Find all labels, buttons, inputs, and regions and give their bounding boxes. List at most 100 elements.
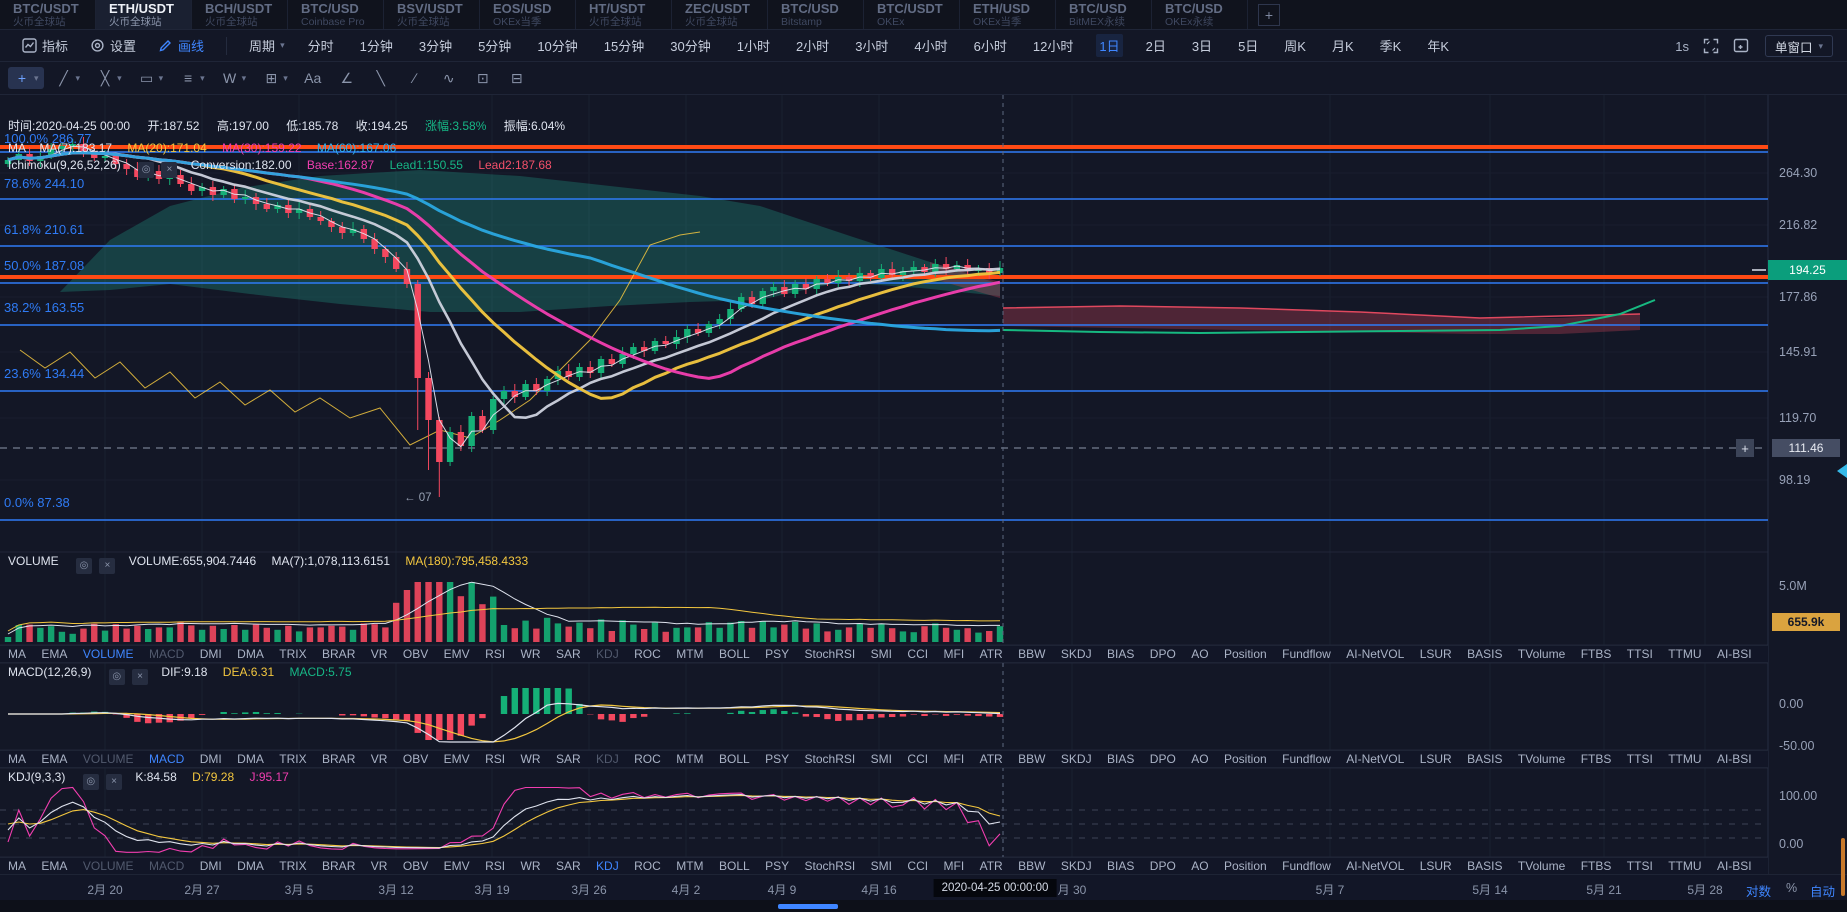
indicator-tab-psy[interactable]: PSY <box>765 859 790 873</box>
indicator-tab-roc[interactable]: ROC <box>634 752 661 766</box>
symbol-tab-btc-usd[interactable]: BTC/USD Coinbase Pro <box>288 0 384 29</box>
timeframe-10分钟[interactable]: 10分钟 <box>537 39 578 54</box>
indicator-tab-mtm[interactable]: MTM <box>676 859 704 873</box>
indicator-tab-ttmu[interactable]: TTMU <box>1668 859 1702 873</box>
settings-button[interactable]: 设置 <box>90 36 136 55</box>
indicator-tab-sar[interactable]: SAR <box>555 752 581 766</box>
indicator-tab-fundflow[interactable]: Fundflow <box>1282 859 1331 873</box>
indicator-tab-skdj[interactable]: SKDJ <box>1060 647 1092 661</box>
indicator-tab-rsi[interactable]: RSI <box>485 647 506 661</box>
indicator-tab-lsur[interactable]: LSUR <box>1419 647 1452 661</box>
indicator-tab-mtm[interactable]: MTM <box>676 647 704 661</box>
indicator-tab-wr[interactable]: WR <box>520 859 541 873</box>
indicator-tab-dpo[interactable]: DPO <box>1149 859 1176 873</box>
timeframe-3日[interactable]: 3日 <box>1191 39 1213 54</box>
indicator-tab-fundflow[interactable]: Fundflow <box>1282 647 1331 661</box>
indicator-tab-stochrsi[interactable]: StochRSI <box>804 859 856 873</box>
indicator-tab-stochrsi[interactable]: StochRSI <box>804 647 856 661</box>
percent-scale-toggle[interactable]: % <box>1786 881 1798 895</box>
indicator-tab-smi[interactable]: SMI <box>870 859 892 873</box>
timeframe-1小时[interactable]: 1小时 <box>736 39 770 54</box>
auto-scale-toggle[interactable]: 自动 <box>1810 885 1836 899</box>
indicator-tab-trix[interactable]: TRIX <box>279 752 307 766</box>
fib-grid-tool[interactable]: ⊞ ▾ <box>257 67 293 90</box>
indicator-tab-basis[interactable]: BASIS <box>1467 647 1503 661</box>
indicator-tab-ai-bsi[interactable]: AI-BSI <box>1716 647 1752 661</box>
symbol-tab-eth-usd[interactable]: ETH/USD OKEx当季 <box>960 0 1056 29</box>
indicator-tab-dma[interactable]: DMA <box>237 752 264 766</box>
indicator-tab-emv[interactable]: EMV <box>443 647 470 661</box>
indicator-button[interactable]: 指标 <box>22 36 68 55</box>
indicator-tab-tvolume[interactable]: TVolume <box>1517 647 1566 661</box>
indicator-tab-ema[interactable]: EMA <box>41 859 68 873</box>
indicator-tab-ai-bsi[interactable]: AI-BSI <box>1716 752 1752 766</box>
indicator-tab-macd[interactable]: MACD <box>148 752 185 766</box>
indicator-tab-ttmu[interactable]: TTMU <box>1668 752 1702 766</box>
timeframe-3分钟[interactable]: 3分钟 <box>418 39 453 54</box>
measure-tool[interactable]: ∠ <box>333 67 361 90</box>
indicator-tab-sar[interactable]: SAR <box>555 859 581 873</box>
indicator-tab-macd[interactable]: MACD <box>148 647 185 661</box>
crosshair-tool[interactable]: + ▾ <box>8 67 44 89</box>
symbol-tab-btc-usd[interactable]: BTC/USD Bitstamp <box>768 0 864 29</box>
symbol-tab-bsv-usdt[interactable]: BSV/USDT 火币全球站 <box>384 0 480 29</box>
indicator-tab-sar[interactable]: SAR <box>555 647 581 661</box>
indicator-tab-obv[interactable]: OBV <box>402 859 429 873</box>
indicator-tab-basis[interactable]: BASIS <box>1467 752 1503 766</box>
symbol-tab-eos-usd[interactable]: EOS/USD OKEx当季 <box>480 0 576 29</box>
indicator-tab-position[interactable]: Position <box>1224 647 1267 661</box>
macd-close-icon[interactable]: × <box>132 668 149 685</box>
indicator-tab-tvolume[interactable]: TVolume <box>1517 859 1566 873</box>
indicator-tab-mtm[interactable]: MTM <box>676 752 704 766</box>
indicator-tab-obv[interactable]: OBV <box>402 647 429 661</box>
indicator-tab-position[interactable]: Position <box>1224 752 1267 766</box>
trash-tool[interactable]: ⊟ <box>503 67 531 90</box>
indicator-tab-smi[interactable]: SMI <box>870 647 892 661</box>
multiline-tool[interactable]: ╳ ▾ <box>91 67 127 90</box>
timeframe-2日[interactable]: 2日 <box>1145 39 1166 54</box>
indicator-tab-volume[interactable]: VOLUME <box>82 859 134 873</box>
indicator-tab-bias[interactable]: BIAS <box>1107 752 1135 766</box>
symbol-tab-btc-usdt[interactable]: BTC/USDT 火币全球站 <box>0 0 96 29</box>
timeframe-2小时[interactable]: 2小时 <box>795 39 830 54</box>
indicator-tab-psy[interactable]: PSY <box>765 647 790 661</box>
indicator-tab-dmi[interactable]: DMI <box>199 859 222 873</box>
indicator-tab-boll[interactable]: BOLL <box>718 859 750 873</box>
timeframe-周K[interactable]: 周K <box>1284 39 1306 54</box>
indicator-tab-bbw[interactable]: BBW <box>1018 752 1046 766</box>
indicator-tab-bias[interactable]: BIAS <box>1107 859 1135 873</box>
indicator-tab-fundflow[interactable]: Fundflow <box>1282 752 1331 766</box>
symbol-tab-btc-usd[interactable]: BTC/USD BitMEX永续 <box>1056 0 1152 29</box>
indicator-tab-bbw[interactable]: BBW <box>1018 859 1046 873</box>
indicator-tab-ai-netvol[interactable]: AI-NetVOL <box>1346 752 1405 766</box>
indicator-tab-ttsi[interactable]: TTSI <box>1626 859 1653 873</box>
indicator-tab-dma[interactable]: DMA <box>237 647 264 661</box>
symbol-tab-btc-usd[interactable]: BTC/USD OKEx永续 <box>1152 0 1248 29</box>
indicator-tab-ttmu[interactable]: TTMU <box>1668 647 1702 661</box>
timeframe-6小时[interactable]: 6小时 <box>973 39 1007 54</box>
indicator-tab-volume[interactable]: VOLUME <box>82 647 134 661</box>
kdj-close-icon[interactable]: × <box>106 773 123 790</box>
indicator-tab-ema[interactable]: EMA <box>41 647 68 661</box>
indicator-tab-vr[interactable]: VR <box>370 752 388 766</box>
shape-tool[interactable]: ▭ ▾ <box>133 67 169 90</box>
timeframe-3小时[interactable]: 3小时 <box>855 39 889 54</box>
indicator-tab-cci[interactable]: CCI <box>907 647 929 661</box>
log-scale-toggle[interactable]: 对数 <box>1746 885 1772 899</box>
window-mode-button[interactable]: 单窗口 ▾ <box>1764 35 1833 57</box>
time-axis[interactable]: 2月 20 2月 27 3月 5 3月 12 3月 19 3月 26 4月 2 4月 9 4月 … <box>0 874 1847 900</box>
indicator-tab-bias[interactable]: BIAS <box>1107 647 1135 661</box>
symbol-tab-zec-usdt[interactable]: ZEC/USDT 火币全球站 <box>672 0 768 29</box>
indicator-tab-wr[interactable]: WR <box>520 752 541 766</box>
macd-settings-icon[interactable]: ◎ <box>108 668 125 685</box>
indicator-tab-lsur[interactable]: LSUR <box>1419 752 1452 766</box>
indicator-tab-kdj[interactable]: KDJ <box>596 859 619 873</box>
indicator-tab-ma[interactable]: MA <box>8 752 26 766</box>
timeframe-1分钟[interactable]: 1分钟 <box>359 39 393 54</box>
indicator-tab-boll[interactable]: BOLL <box>718 647 750 661</box>
wave-tool[interactable]: W ▾ <box>216 67 252 89</box>
indicator-tab-skdj[interactable]: SKDJ <box>1060 752 1092 766</box>
indicator-tab-basis[interactable]: BASIS <box>1467 859 1503 873</box>
indicator-tab-ma[interactable]: MA <box>8 859 26 873</box>
volume-settings-icon[interactable]: ◎ <box>76 557 93 574</box>
